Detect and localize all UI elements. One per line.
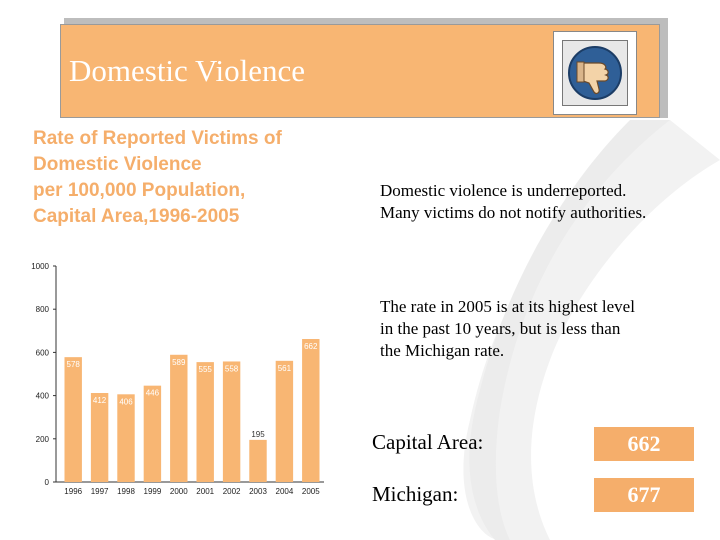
paragraph-line: Many victims do not notify authorities. [380, 203, 647, 222]
x-tick-label: 1998 [117, 487, 135, 496]
stat-value-michigan: 677 [594, 478, 694, 512]
x-tick-label: 2005 [302, 487, 320, 496]
bar-chart: 0 200 400 600 800 1000 578 1996 412 1997 406 1998 44… [24, 252, 336, 502]
heading-line: Rate of Reported Victims of [33, 128, 282, 149]
background-watermark [463, 120, 720, 540]
heading-line: per 100,000 Population, [33, 180, 246, 201]
stat-label-michigan: Michigan: [372, 482, 459, 506]
x-tick-label: 2002 [223, 487, 241, 496]
paragraph-line: in the past 10 years, but is less than [380, 319, 621, 338]
y-tick-label: 400 [36, 392, 50, 401]
paragraph-line: the Michigan rate. [380, 341, 505, 360]
bar [302, 339, 320, 482]
x-tick-label: 1996 [64, 487, 82, 496]
bar [117, 394, 135, 482]
paragraph-line: The rate in 2005 is at its highest level [380, 297, 635, 316]
bar [196, 362, 214, 482]
title-banner: Domestic Violence [60, 24, 660, 118]
paragraph-underreported: Domestic violence is underreported. Many… [380, 180, 710, 224]
bar-data-label: 558 [225, 364, 239, 373]
bar-data-label: 662 [304, 342, 318, 351]
thumbs-down-icon [568, 46, 622, 100]
page-title: Domestic Violence [69, 53, 306, 88]
bar [90, 393, 109, 482]
bar-data-label: 406 [119, 397, 133, 406]
stat-label-capital: Capital Area: [372, 430, 484, 454]
x-tick-label: 1999 [144, 487, 162, 496]
bar-data-label: 195 [251, 430, 265, 439]
y-tick-label: 800 [36, 305, 50, 314]
bar-data-label: 412 [93, 396, 107, 405]
heading-line: Capital Area,1996-2005 [33, 206, 240, 227]
y-tick-label: 200 [36, 435, 50, 444]
paragraph-rate: The rate in 2005 is at its highest level… [380, 296, 710, 362]
bar-data-label: 589 [172, 358, 186, 367]
bar-data-label: 561 [278, 364, 292, 373]
x-tick-label: 2004 [276, 487, 294, 496]
bar [249, 439, 267, 482]
heading-line: Domestic Violence [33, 154, 202, 175]
bar [64, 357, 82, 482]
bar [143, 385, 162, 482]
y-tick-label: 1000 [31, 262, 49, 271]
y-tick-label: 0 [45, 478, 50, 487]
thumb-inner [562, 40, 628, 106]
y-tick-label: 600 [36, 348, 50, 357]
chart-heading: Rate of Reported Victims of Domestic Vio… [33, 126, 353, 230]
bar-data-label: 555 [199, 365, 213, 374]
paragraph-line: Domestic violence is underreported. [380, 181, 627, 200]
bar [170, 354, 188, 482]
bar [222, 361, 241, 482]
bar-chart-svg: 0 200 400 600 800 1000 578 1996 412 1997 406 1998 44… [31, 262, 324, 496]
bar-data-label: 578 [67, 360, 81, 369]
thumb-frame [553, 31, 637, 115]
bar-data-label: 446 [146, 389, 160, 398]
bar [275, 360, 294, 482]
x-tick-label: 1997 [91, 487, 109, 496]
x-tick-label: 2001 [196, 487, 214, 496]
x-tick-label: 2003 [249, 487, 267, 496]
x-tick-label: 2000 [170, 487, 188, 496]
stat-value-capital: 662 [594, 427, 694, 461]
